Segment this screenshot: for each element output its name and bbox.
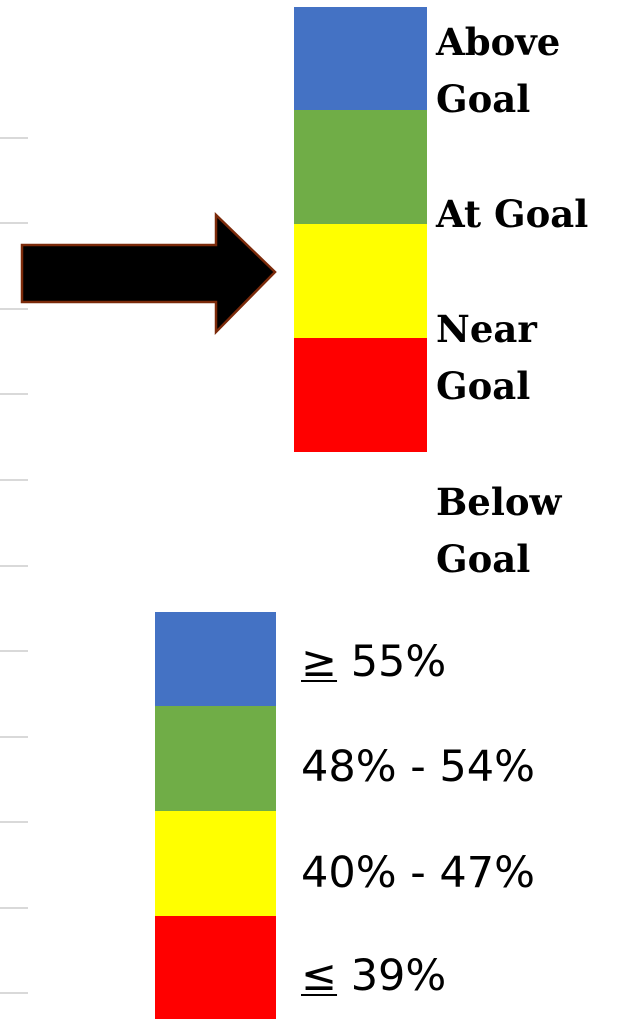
goal-label-line: Goal bbox=[436, 77, 531, 121]
percent-label-low: ≤ 39% bbox=[301, 951, 446, 1001]
percent-label-high: ≥ 55% bbox=[301, 637, 446, 687]
percent-value: 48% - 54% bbox=[301, 742, 536, 792]
gridline bbox=[0, 650, 28, 652]
goal-block-at bbox=[294, 110, 427, 224]
gridline bbox=[0, 308, 28, 310]
goal-label-at: At Goal bbox=[436, 186, 588, 243]
percent-block-low bbox=[155, 916, 276, 1019]
percent-label-mid-low: 40% - 47% bbox=[301, 848, 535, 898]
gridline bbox=[0, 137, 28, 139]
gridline bbox=[0, 393, 28, 395]
percent-block-high bbox=[155, 612, 276, 706]
goal-label-line: At Goal bbox=[436, 192, 589, 236]
percent-block-mid-high bbox=[155, 706, 276, 811]
gridline bbox=[0, 736, 28, 738]
goal-label-line: Near bbox=[436, 307, 537, 351]
percent-value: 40% - 47% bbox=[301, 848, 536, 898]
goal-label-below: Below Goal bbox=[436, 474, 561, 588]
goal-label-line: Goal bbox=[436, 364, 531, 408]
right-arrow-icon bbox=[20, 212, 277, 336]
goal-label-near: Near Goal bbox=[436, 301, 537, 415]
gridline bbox=[0, 565, 28, 567]
less-equal-symbol: ≤ bbox=[301, 951, 338, 1001]
gridline bbox=[0, 992, 28, 994]
percent-block-mid-low bbox=[155, 811, 276, 916]
goal-label-line: Goal bbox=[436, 537, 531, 581]
goal-label-line: Below bbox=[436, 480, 562, 524]
gridline bbox=[0, 821, 28, 823]
greater-equal-symbol: ≥ bbox=[301, 637, 338, 687]
percent-value: 39% bbox=[337, 951, 447, 1001]
percent-label-mid-high: 48% - 54% bbox=[301, 742, 535, 792]
arrow-shape bbox=[20, 212, 277, 336]
goal-label-above: Above Goal bbox=[436, 14, 560, 128]
gridline bbox=[0, 222, 28, 224]
goal-block-near bbox=[294, 224, 427, 338]
gridline bbox=[0, 479, 28, 481]
goal-block-above bbox=[294, 7, 427, 110]
percent-value: 55% bbox=[337, 637, 447, 687]
gridline bbox=[0, 907, 28, 909]
goal-label-line: Above bbox=[436, 20, 561, 64]
goal-block-below bbox=[294, 338, 427, 452]
